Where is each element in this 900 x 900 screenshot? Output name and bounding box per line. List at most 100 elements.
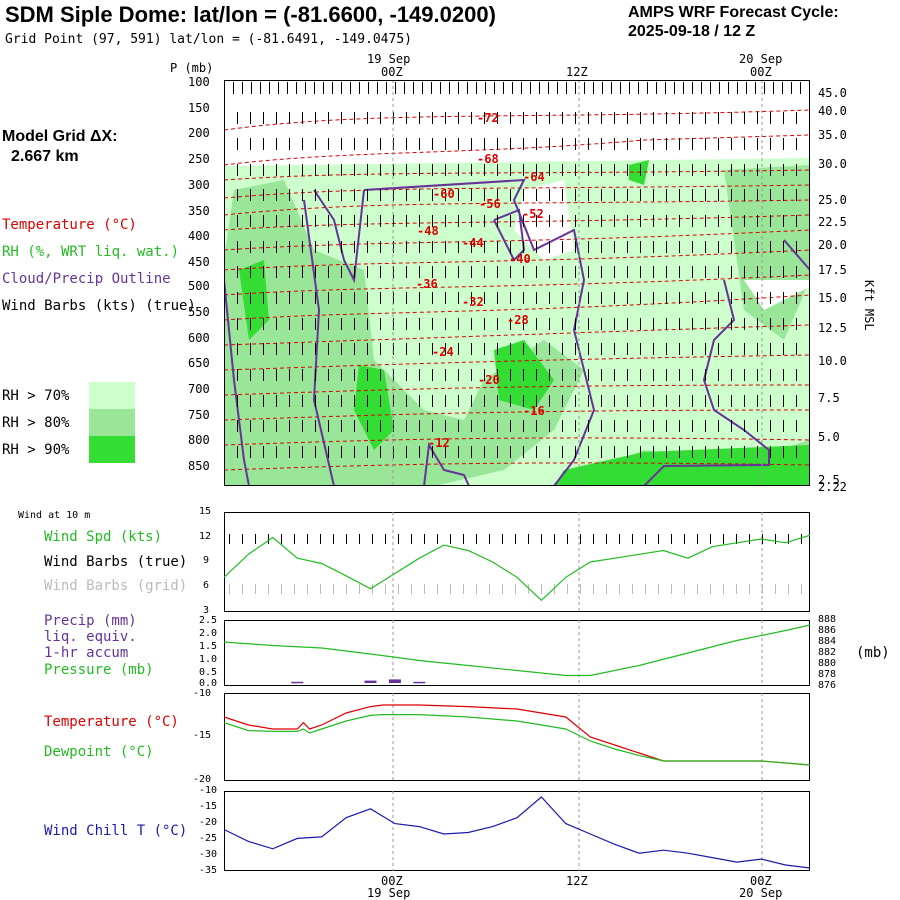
isotherm — [224, 294, 810, 321]
temp-label: -20 — [478, 373, 500, 387]
legend-pressure: Pressure (mb) — [44, 662, 154, 678]
precip-pressure-chart — [224, 620, 810, 686]
temp-label: -64 — [523, 170, 545, 184]
cloud-outline — [783, 239, 810, 300]
p-tick: 250 — [188, 152, 210, 166]
chill-ytick: -25 — [199, 833, 218, 844]
isotherm — [224, 354, 810, 371]
top-hour-3: 00Z — [750, 65, 772, 79]
pressure-axis-label: P (mb) — [170, 61, 214, 75]
temp-ytick: -10 — [193, 688, 212, 699]
bottom-hour-2: 12Z — [566, 874, 588, 888]
precip-bar — [364, 680, 377, 683]
legend-rh80-swatch — [89, 409, 135, 436]
legend-wind-barbs: Wind Barbs (kts) (true) — [2, 298, 196, 314]
top-hour-1: 00Z — [381, 65, 403, 79]
isotherm — [224, 274, 810, 296]
pressure-ytick: 880 — [818, 658, 837, 669]
wind-ytick: 6 — [203, 580, 210, 591]
h-tick: 15.0 — [818, 291, 847, 305]
legend-rh80: RH > 80% — [2, 415, 70, 431]
legend-rh: RH (%, WRT liq. wat.) — [2, 244, 180, 260]
p-tick: 550 — [188, 305, 210, 319]
temp-label: -32 — [462, 295, 484, 309]
temp-label: -36 — [416, 277, 438, 291]
p-tick: 350 — [188, 204, 210, 218]
pressure-ytick: 882 — [818, 647, 837, 658]
cloud-outline — [303, 199, 335, 486]
temp-label: -40 — [509, 252, 531, 266]
temperature-dewpoint-chart — [224, 693, 810, 781]
p-tick: 750 — [188, 408, 210, 422]
chill-ytick: -10 — [199, 785, 218, 796]
wind-ytick: 15 — [199, 506, 212, 517]
plot-frame — [224, 80, 810, 486]
isotherm — [224, 437, 810, 446]
series-line-0 — [224, 534, 810, 602]
model-grid-label: Model Grid ΔX: — [2, 128, 118, 145]
pressure-unit: (mb) — [856, 645, 890, 661]
cloud-outline — [493, 208, 526, 262]
grid-point-subtitle: Grid Point (97, 591) lat/lon = (-81.6491… — [5, 32, 412, 47]
temp-label: -28 — [507, 313, 529, 327]
precip-ytick: 0.0 — [199, 678, 218, 689]
vertical-section-plot: -72 -68 -64 -60 -56 -52 -48 -44 -40 -36 … — [224, 80, 810, 486]
chill-ytick: -35 — [199, 865, 218, 876]
legend-rh70-swatch — [89, 382, 135, 409]
legend-wind-speed: Wind Spd (kts) — [44, 529, 163, 545]
p-tick: 650 — [188, 356, 210, 370]
precip-ytick: 1.0 — [199, 654, 218, 665]
h-tick: 25.0 — [818, 193, 847, 207]
p-tick: 400 — [188, 229, 210, 243]
bottom-hour-1: 00Z — [381, 874, 403, 888]
h-tick: 45.0 — [818, 86, 847, 100]
isotherm — [224, 409, 810, 421]
legend-wind-barbs-true: Wind Barbs (true) — [44, 554, 188, 570]
pressure-line — [224, 624, 810, 677]
p-tick: 450 — [188, 255, 210, 269]
wind-ytick: 3 — [203, 605, 210, 616]
legend-wind-chill: Wind Chill T (°C) — [44, 823, 188, 839]
chill-ytick: -30 — [199, 849, 218, 860]
temp-label: -68 — [477, 152, 499, 166]
bottom-date-1: 19 Sep — [367, 886, 411, 900]
precip-bar — [388, 679, 401, 683]
cloud-outline — [224, 279, 250, 486]
cloud-outline — [643, 279, 770, 486]
p-tick: 600 — [188, 331, 210, 345]
cloud-outline — [313, 189, 365, 284]
temp-label: -44 — [462, 236, 484, 250]
isotherm — [224, 109, 810, 131]
page-title: SDM Siple Dome: lat/lon = (-81.6600, -14… — [5, 2, 496, 27]
pressure-ytick: 878 — [818, 669, 837, 680]
series-line-0 — [224, 704, 810, 766]
temp-label: -12 — [428, 436, 450, 450]
forecast-cycle-value: 2025-09-18 / 12 Z — [628, 23, 756, 40]
precip-ytick: 0.5 — [199, 667, 218, 678]
wind-ytick: 9 — [203, 555, 210, 566]
h-tick: 35.0 — [818, 128, 847, 142]
isotherm — [224, 199, 810, 216]
series-line-1 — [224, 714, 810, 766]
h-tick: 40.0 — [818, 104, 847, 118]
p-tick: 100 — [188, 75, 210, 89]
isotherm — [224, 249, 810, 271]
h-tick: 10.0 — [818, 354, 847, 368]
temp-label: -48 — [417, 224, 439, 238]
legend-rh90-swatch — [89, 436, 135, 463]
cloud-outline — [423, 441, 470, 486]
height-axis-label: Kft MSL — [862, 280, 876, 331]
time-gridlines — [392, 80, 763, 486]
isotherm — [224, 184, 810, 199]
pressure-ytick: 886 — [818, 625, 837, 636]
h-tick: 2.5 — [818, 473, 840, 487]
precip-ytick: 2.0 — [199, 628, 218, 639]
h-tick: 12.5 — [818, 321, 847, 335]
h-tick: 17.5 — [818, 263, 847, 277]
temp-label: -52 — [522, 207, 544, 221]
precip-ytick: 2.5 — [199, 615, 218, 626]
temp-label: -72 — [477, 111, 499, 125]
temp-label: -16 — [523, 404, 545, 418]
temperature-labels: -72 -68 -64 -60 -56 -52 -48 -44 -40 -36 … — [416, 111, 545, 450]
top-hour-2: 12Z — [566, 65, 588, 79]
